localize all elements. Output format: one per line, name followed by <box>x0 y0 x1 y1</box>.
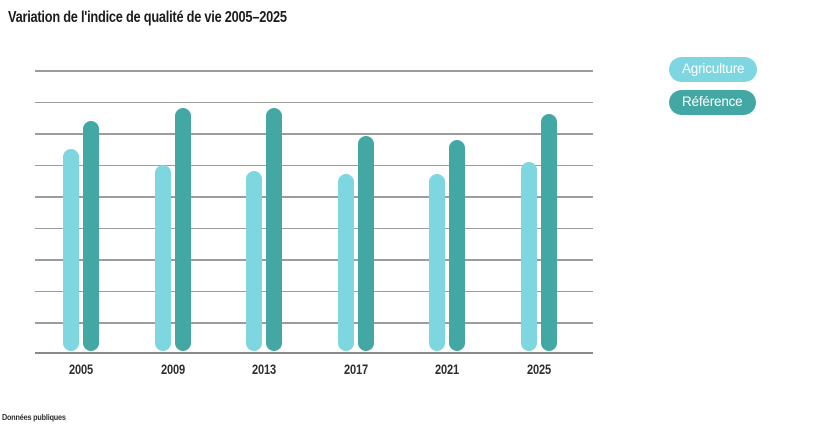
gridline <box>35 322 593 324</box>
bar-agriculture-2005 <box>63 149 79 351</box>
gridline <box>35 133 593 135</box>
bar-référence-2013 <box>266 108 282 351</box>
legend-pill-agriculture[interactable]: Agriculture <box>669 57 758 82</box>
legend-pill-reference[interactable]: Référence <box>669 90 756 115</box>
gridline <box>35 196 593 198</box>
gridline <box>35 227 593 230</box>
x-tick-label-2017: 2017 <box>343 362 368 377</box>
bar-agriculture-2017 <box>337 174 354 351</box>
bar-agriculture-2009 <box>154 164 171 351</box>
bar-agriculture-2013 <box>246 171 262 351</box>
x-tick-label-2009: 2009 <box>160 362 185 377</box>
gridline <box>35 164 593 167</box>
x-axis: 2005 2009 2013 2017 2021 2025 <box>35 362 593 380</box>
x-tick-label-2025: 2025 <box>526 362 551 377</box>
bar-référence-2005 <box>83 120 99 351</box>
source-note: Données publiques <box>2 412 66 422</box>
legend: Agriculture Référence <box>669 57 758 123</box>
bar-référence-2025 <box>540 114 557 351</box>
gridline <box>35 259 593 261</box>
chart-title: Variation de l'indice de qualité de vie … <box>8 9 287 26</box>
gridline <box>35 290 593 293</box>
x-tick-label-2005: 2005 <box>69 362 93 377</box>
x-tick-label-2021: 2021 <box>435 362 459 377</box>
gridline <box>35 101 593 104</box>
gridline <box>35 70 593 72</box>
plot-area <box>35 70 593 354</box>
bar-référence-2009 <box>174 108 191 351</box>
bar-référence-2017 <box>357 136 374 351</box>
x-tick-label-2013: 2013 <box>252 362 276 377</box>
bar-référence-2021 <box>449 139 465 351</box>
bar-agriculture-2025 <box>520 161 537 351</box>
bar-agriculture-2021 <box>429 174 445 351</box>
